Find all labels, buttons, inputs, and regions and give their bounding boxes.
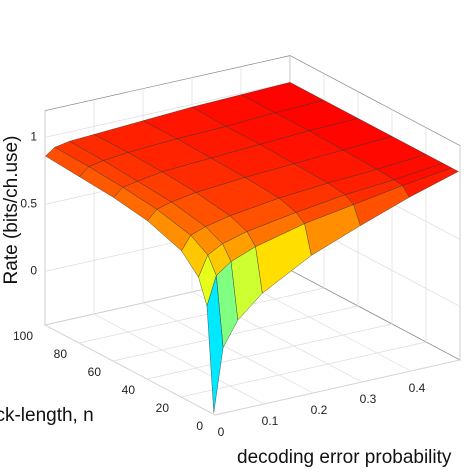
y-tick-label: 20 [156,401,170,415]
x-axis-label: decoding error probability [237,447,452,468]
grid-line [112,305,359,362]
x-tick-label: 0.1 [262,414,279,428]
grid-line [44,82,291,138]
z-tick-label: 0 [30,264,37,278]
y-tick-label: 40 [122,383,136,397]
grid-line [142,302,314,394]
grid-line [240,280,412,372]
grid-line [78,287,325,344]
grid-line [214,359,461,416]
x-tick-label: 0.3 [360,392,377,406]
grid-line [93,313,265,405]
surface-patch [206,275,224,413]
z-tick-label: 0.5 [20,197,37,211]
y-tick-label: 60 [88,365,102,379]
grid-line [44,324,216,416]
x-tick-label: 0.4 [409,381,426,395]
y-tick-label: 0 [196,419,203,433]
y-tick-label: 100 [13,329,33,343]
x-tick-label: 0 [218,425,225,439]
y-tick-label: 80 [54,347,68,361]
grid-line [146,323,393,380]
z-tick-label: 1 [30,130,37,144]
x-tick-label: 0.2 [311,403,328,417]
grid-line [180,341,427,398]
z-axis-label: Rate (bits/ch.use) [1,136,22,285]
y-axis-label: Block-length, n [0,405,94,426]
